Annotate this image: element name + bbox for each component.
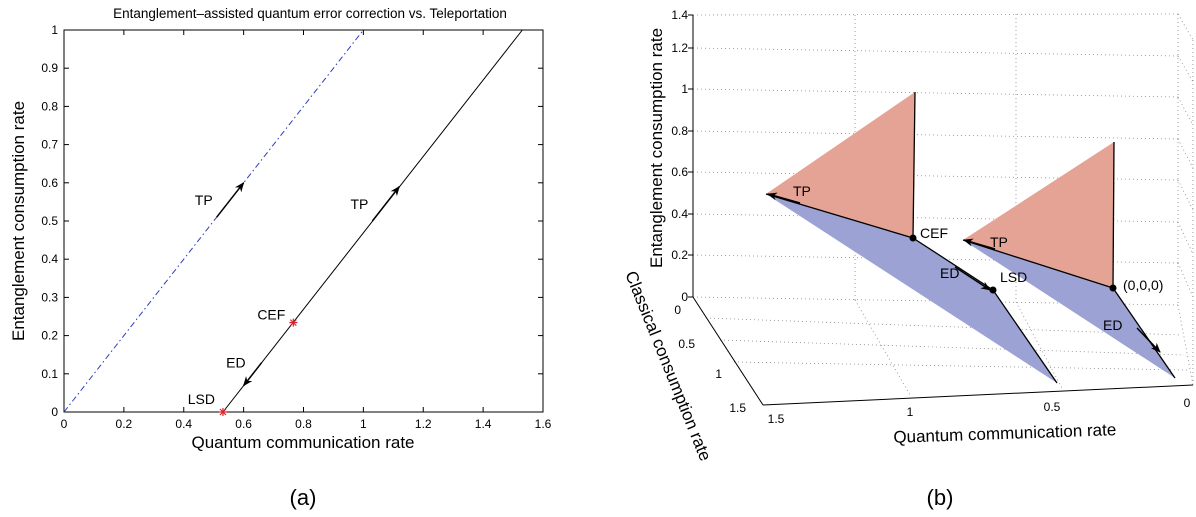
panel-b-z-tick: 0.4 (671, 207, 688, 221)
panel-b-x-ticks: 1.5 1 0.5 0 (768, 396, 1191, 426)
tp-arrow (216, 182, 245, 218)
panel-b-origin-label: (0,0,0) (1123, 277, 1163, 293)
y-tick-label: 0.5 (41, 214, 58, 228)
teleportation-line (63, 29, 364, 413)
panel-a-x-axis-label: Quantum communication rate (192, 433, 415, 452)
panel-b-x-tick: 0.5 (1044, 400, 1061, 414)
panel-b-cef-point (909, 234, 917, 242)
panel-b-z-tick: 0.8 (671, 124, 688, 138)
y-tick-label: 0.8 (41, 99, 58, 113)
y-tick-label: 0 (51, 405, 58, 419)
panel-b-z-tick: 1.4 (671, 8, 688, 22)
tp-label: TP (195, 192, 213, 208)
x-tick-label: 0.8 (295, 417, 312, 431)
ed-arrow (243, 362, 263, 387)
panel-b-z-axis-label: Entanglement consumption rate (647, 28, 666, 268)
panel-a-x-ticks: 0 0.2 0.4 0.6 0.8 1 1.2 1.4 1.6 (61, 30, 552, 431)
panel-b-dense-coding-region-2 (963, 240, 1175, 378)
panel-b-x-axis-label: Quantum communication rate (893, 420, 1117, 447)
panel-b-lsd-label: LSD (1000, 269, 1027, 285)
x-tick-label: 0.4 (175, 417, 192, 431)
panel-b-z-tick: 1.2 (671, 41, 688, 55)
panel-b-x-tick: 1 (907, 405, 914, 419)
panel-b-ed-arrow-1 (954, 266, 991, 291)
panel-b-y-axis-label: Classical consumption rate (621, 268, 715, 463)
panel-a-points: CEF LSD (188, 307, 298, 416)
x-tick-label: 0.2 (116, 417, 133, 431)
panel-b-region-edges (765, 91, 1176, 384)
y-tick-label: 0.2 (41, 329, 58, 343)
y-tick-label: 0.9 (41, 61, 58, 75)
panel-a-title: Entanglement–assisted quantum error corr… (113, 6, 507, 21)
panel-b-teleportation-region-1 (766, 92, 915, 238)
panel-b-y-tick: 1 (715, 367, 722, 381)
x-tick-label: 1.6 (535, 417, 552, 431)
panel-b-chart: TP CEF ED LSD TP (0,0,0) ED 0 0.2 0.4 0.… (621, 8, 1194, 510)
x-tick-label: 1.2 (415, 417, 432, 431)
panel-b-y-tick: 0.5 (678, 337, 695, 351)
panel-b-y-tick: 1.5 (729, 401, 746, 415)
panel-b-grid (692, 13, 1194, 406)
y-tick-label: 0.7 (41, 138, 58, 152)
panel-b-tp-arrow-1 (767, 192, 801, 204)
panel-b-axes (688, 14, 1194, 406)
panel-b-z-tick: 0.6 (671, 165, 688, 179)
x-tick-label: 1.4 (475, 417, 492, 431)
panel-a-plot-frame (63, 29, 544, 413)
panel-a-y-axis-label: Entanglement consumption rate (9, 101, 28, 341)
y-tick-label: 0.1 (41, 367, 58, 381)
lsd-label: LSD (188, 391, 215, 407)
panel-b-z-ticks: 0 0.2 0.4 0.6 0.8 1 1.2 1.4 (671, 8, 688, 304)
panel-b-origin-point (1109, 284, 1117, 292)
y-tick-label: 0.6 (41, 176, 58, 190)
y-tick-label: 0.3 (41, 290, 58, 304)
x-tick-label: 0 (61, 417, 68, 431)
panel-b-tp-arrow-2 (963, 238, 996, 250)
lsd-point (218, 408, 227, 416)
panel-b-dense-coding-region-1 (766, 194, 1057, 383)
cef-point (289, 318, 298, 327)
ed-label: ED (226, 355, 245, 371)
panel-b-x-tick: 0 (1184, 396, 1191, 410)
panel-b-tp-label-2: TP (990, 234, 1008, 250)
panel-a-chart: Entanglement–assisted quantum error corr… (9, 6, 552, 510)
x-tick-label: 0.6 (235, 417, 252, 431)
cef-label: CEF (257, 307, 285, 323)
tp-arrow (371, 185, 400, 222)
panel-b-x-tick: 1.5 (768, 412, 785, 426)
panel-a-arrows: TP TP ED (195, 182, 400, 387)
tp-label: TP (350, 196, 368, 212)
panel-b-z-tick: 1 (681, 82, 688, 96)
panel-b-z-tick: 0 (681, 290, 688, 304)
panel-b-tp-label-1: TP (793, 183, 811, 199)
x-tick-label: 1 (360, 417, 367, 431)
panel-a-caption: (a) (290, 485, 317, 510)
panel-b-z-tick: 0.2 (671, 248, 688, 262)
panel-a-series (63, 29, 523, 413)
panel-a-y-ticks: 0 0.1 0.2 0.3 0.4 0.5 0.6 0.7 0.8 0.9 1 (41, 23, 543, 419)
panel-b-ed-label-1: ED (940, 265, 959, 281)
panel-b-ed-arrow-2 (1136, 327, 1161, 353)
panel-b-caption: (b) (927, 485, 954, 510)
y-tick-label: 0.4 (41, 252, 58, 266)
panel-b-ed-label-2: ED (1103, 317, 1122, 333)
panel-b-cef-label: CEF (920, 225, 948, 241)
panel-b-y-tick: 0 (674, 303, 681, 317)
panel-b-y-ticks: 0 0.5 1 1.5 (674, 303, 746, 415)
panel-b-lsd-point (989, 286, 997, 294)
y-tick-label: 1 (51, 23, 58, 37)
